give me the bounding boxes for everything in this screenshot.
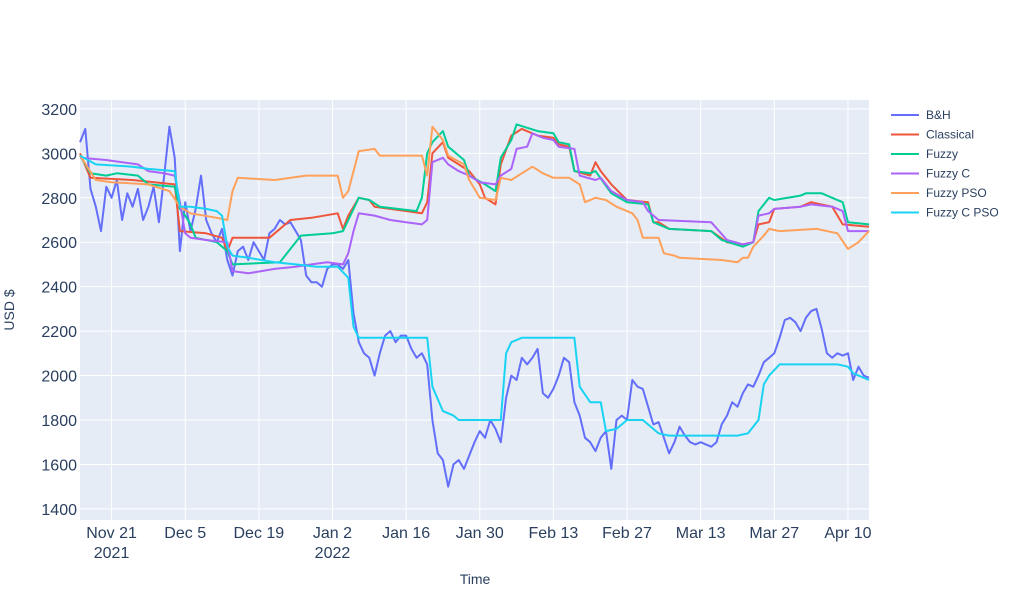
legend-item-fuzzy[interactable]: Fuzzy <box>891 147 958 161</box>
y-tick-label: 2600 <box>41 235 77 252</box>
x-tick-label: Jan 16 <box>382 525 430 542</box>
y-tick-label: 3200 <box>41 102 77 119</box>
legend-label: Fuzzy PSO <box>926 186 987 200</box>
y-tick-label: 1400 <box>41 502 77 519</box>
legend-item-fuzzy-c[interactable]: Fuzzy C <box>891 167 970 181</box>
x-tick-year-label: 2022 <box>315 545 351 562</box>
legend-item-fuzzy-pso[interactable]: Fuzzy PSO <box>891 186 987 200</box>
y-tick-label: 2400 <box>41 280 77 297</box>
axis-ticks: 1400 1600 1800 2000 2200 2400 2600 2800 3000 3200… <box>41 102 871 562</box>
legend-item-fuzzy-c-pso[interactable]: Fuzzy C PSO <box>891 206 999 220</box>
y-axis-title: USD $ <box>1 289 17 330</box>
x-tick-label: Mar 13 <box>676 525 726 542</box>
x-tick-year-label: 2021 <box>94 545 130 562</box>
legend-item-b-h[interactable]: B&H <box>891 108 951 122</box>
gridlines <box>80 100 869 520</box>
x-tick-label: Mar 27 <box>749 525 799 542</box>
series-line-fuzzy-c <box>79 132 869 275</box>
legend-item-classical[interactable]: Classical <box>891 128 974 142</box>
x-tick-label: Dec 19 <box>233 525 284 542</box>
x-tick-label: Feb 13 <box>528 525 578 542</box>
legend[interactable]: B&H Classical Fuzzy Fuzzy C Fuzzy PSO Fuzzy C… <box>891 108 999 220</box>
series-lines <box>79 123 870 488</box>
y-tick-label: 2200 <box>41 324 77 341</box>
y-tick-label: 1600 <box>41 457 77 474</box>
series-line-fuzzy-c-pso <box>79 154 870 437</box>
series-line-fuzzy-pso <box>79 125 870 264</box>
legend-label: Fuzzy C <box>926 167 970 181</box>
y-tick-label: 1800 <box>41 413 77 430</box>
y-tick-label: 3000 <box>41 146 77 163</box>
y-tick-label: 2800 <box>41 191 77 208</box>
series-line-b-h <box>79 125 870 488</box>
x-tick-label: Apr 10 <box>824 525 871 542</box>
x-tick-label: Jan 2 <box>313 525 352 542</box>
x-axis-title: Time <box>460 571 491 587</box>
legend-label: Classical <box>926 128 974 142</box>
x-tick-label: Dec 5 <box>164 525 206 542</box>
x-tick-label: Feb 27 <box>602 525 652 542</box>
x-tick-label: Nov 21 <box>86 525 137 542</box>
x-tick-label: Jan 30 <box>456 525 504 542</box>
legend-label: Fuzzy <box>926 147 958 161</box>
legend-label: Fuzzy C PSO <box>926 206 999 220</box>
y-tick-label: 2000 <box>41 369 77 386</box>
legend-label: B&H <box>926 108 951 122</box>
plot-background <box>80 100 869 520</box>
